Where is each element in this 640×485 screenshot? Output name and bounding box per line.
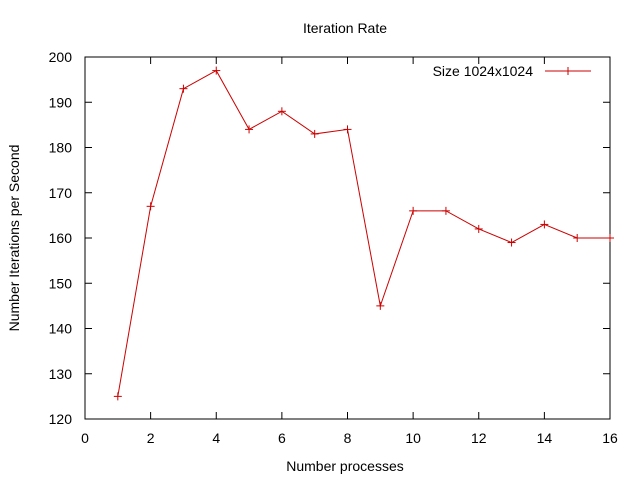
y-tick-label: 120: [49, 411, 73, 427]
x-tick-label: 14: [537, 430, 553, 446]
data-point: [179, 84, 188, 93]
legend-marker: [564, 67, 572, 75]
y-tick-label: 140: [49, 321, 73, 337]
data-point: [212, 66, 221, 75]
y-axis-label: Number Iterations per Second: [6, 145, 22, 332]
x-axis-label: Number processes: [286, 458, 404, 474]
data-point: [540, 220, 549, 229]
plot-area: 0 2 4 6 8 10 12 14 16 120 130 140 150 160 170 180 190 200…: [49, 49, 618, 446]
x-tick-label: 4: [212, 430, 220, 446]
series-line: [117, 69, 610, 397]
y-tick-label: 180: [49, 140, 73, 156]
data-point: [146, 202, 155, 211]
plot-frame: [84, 56, 611, 420]
data-point: [573, 234, 582, 242]
data-point: [441, 206, 450, 215]
data-point: [343, 125, 352, 134]
x-tick-label: 0: [81, 430, 89, 446]
legend-label: Size 1024x1024: [433, 63, 534, 79]
chart-title: Iteration Rate: [303, 20, 387, 36]
data-point: [474, 224, 483, 233]
data-point: [113, 392, 122, 401]
data-point: [277, 107, 286, 116]
data-point: [310, 129, 319, 138]
y-tick-label: 150: [49, 275, 73, 291]
data-point: [507, 238, 516, 247]
y-tick-label: 190: [49, 94, 73, 110]
data-point: [245, 125, 254, 134]
x-tick-label: 6: [278, 430, 286, 446]
x-tick-label: 10: [405, 430, 421, 446]
x-tick-label: 16: [602, 430, 618, 446]
y-tick-label: 200: [49, 49, 73, 65]
y-tick-label: 130: [49, 366, 73, 382]
y-tick-label: 160: [49, 230, 73, 246]
data-point: [409, 206, 418, 215]
x-tick-label: 12: [471, 430, 487, 446]
data-point: [606, 234, 614, 242]
y-tick-label: 170: [49, 185, 73, 201]
x-tick-label: 8: [344, 430, 352, 446]
x-tick-label: 2: [147, 430, 155, 446]
data-point: [376, 301, 385, 310]
